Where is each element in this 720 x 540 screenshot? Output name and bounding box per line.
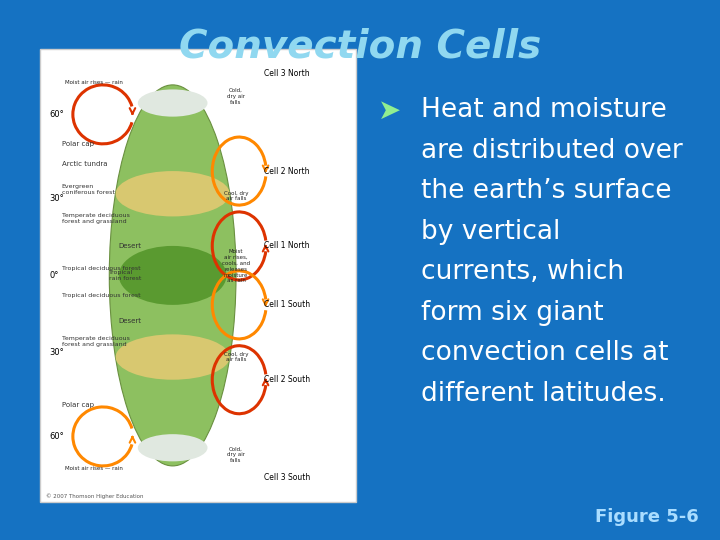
Text: Arctic tundra: Arctic tundra bbox=[62, 161, 107, 167]
Text: © 2007 Thomson Higher Education: © 2007 Thomson Higher Education bbox=[46, 494, 143, 499]
Text: Cold,
dry air
falls: Cold, dry air falls bbox=[227, 88, 245, 105]
Text: Cell 1 South: Cell 1 South bbox=[264, 300, 310, 309]
Text: convection cells at: convection cells at bbox=[421, 340, 669, 366]
Ellipse shape bbox=[116, 334, 230, 380]
Text: ➤: ➤ bbox=[378, 97, 401, 125]
Text: Cell 3 South: Cell 3 South bbox=[264, 472, 310, 482]
Bar bbox=[40, 49, 356, 502]
Ellipse shape bbox=[138, 90, 207, 117]
Text: 60°: 60° bbox=[49, 432, 64, 441]
Text: Cool, dry
air falls: Cool, dry air falls bbox=[224, 352, 248, 362]
Text: by vertical: by vertical bbox=[421, 219, 561, 245]
Text: 0°: 0° bbox=[49, 271, 58, 280]
Text: Cell 1 North: Cell 1 North bbox=[264, 241, 310, 251]
Text: Moist
air rises,
cools, and
releases
moisture
as rain: Moist air rises, cools, and releases moi… bbox=[222, 249, 250, 284]
Text: currents, which: currents, which bbox=[421, 259, 624, 285]
Text: Temperate deciduous
forest and grassland: Temperate deciduous forest and grassland bbox=[62, 213, 130, 224]
Text: Cell 2 South: Cell 2 South bbox=[264, 375, 310, 384]
Text: Desert: Desert bbox=[119, 318, 142, 324]
Text: Convection Cells: Convection Cells bbox=[179, 27, 541, 65]
Text: different latitudes.: different latitudes. bbox=[421, 381, 666, 407]
Text: Evergreen
coniferous forest: Evergreen coniferous forest bbox=[62, 184, 114, 194]
Text: Cell 3 North: Cell 3 North bbox=[264, 69, 310, 78]
Text: Moist air rises — rain: Moist air rises — rain bbox=[65, 80, 122, 85]
Text: 30°: 30° bbox=[49, 194, 64, 203]
Ellipse shape bbox=[138, 434, 207, 461]
Text: Cool, dry
air falls: Cool, dry air falls bbox=[224, 191, 248, 201]
Text: Figure 5-6: Figure 5-6 bbox=[595, 509, 698, 526]
Text: Temperate deciduous
forest and grassland: Temperate deciduous forest and grassland bbox=[62, 336, 130, 347]
Text: 60°: 60° bbox=[49, 110, 64, 119]
Text: 30°: 30° bbox=[49, 348, 64, 357]
Ellipse shape bbox=[109, 85, 236, 466]
Text: Desert: Desert bbox=[119, 243, 142, 249]
Text: Cell 2 North: Cell 2 North bbox=[264, 166, 310, 176]
Text: Tropical deciduous forest: Tropical deciduous forest bbox=[62, 266, 140, 271]
Ellipse shape bbox=[116, 171, 230, 217]
Text: Moist air rises — rain: Moist air rises — rain bbox=[65, 465, 122, 471]
Text: the earth’s surface: the earth’s surface bbox=[421, 178, 672, 204]
Text: Cold,
dry air
falls: Cold, dry air falls bbox=[227, 446, 245, 463]
Text: Heat and moisture: Heat and moisture bbox=[421, 97, 667, 123]
Text: form six giant: form six giant bbox=[421, 300, 604, 326]
Text: Polar cap: Polar cap bbox=[62, 141, 94, 147]
Text: Polar cap: Polar cap bbox=[62, 402, 94, 408]
Text: Tropical
rain forest: Tropical rain forest bbox=[109, 270, 142, 281]
Text: are distributed over: are distributed over bbox=[421, 138, 683, 164]
Text: Tropical deciduous forest: Tropical deciduous forest bbox=[62, 293, 140, 298]
Ellipse shape bbox=[119, 246, 227, 305]
